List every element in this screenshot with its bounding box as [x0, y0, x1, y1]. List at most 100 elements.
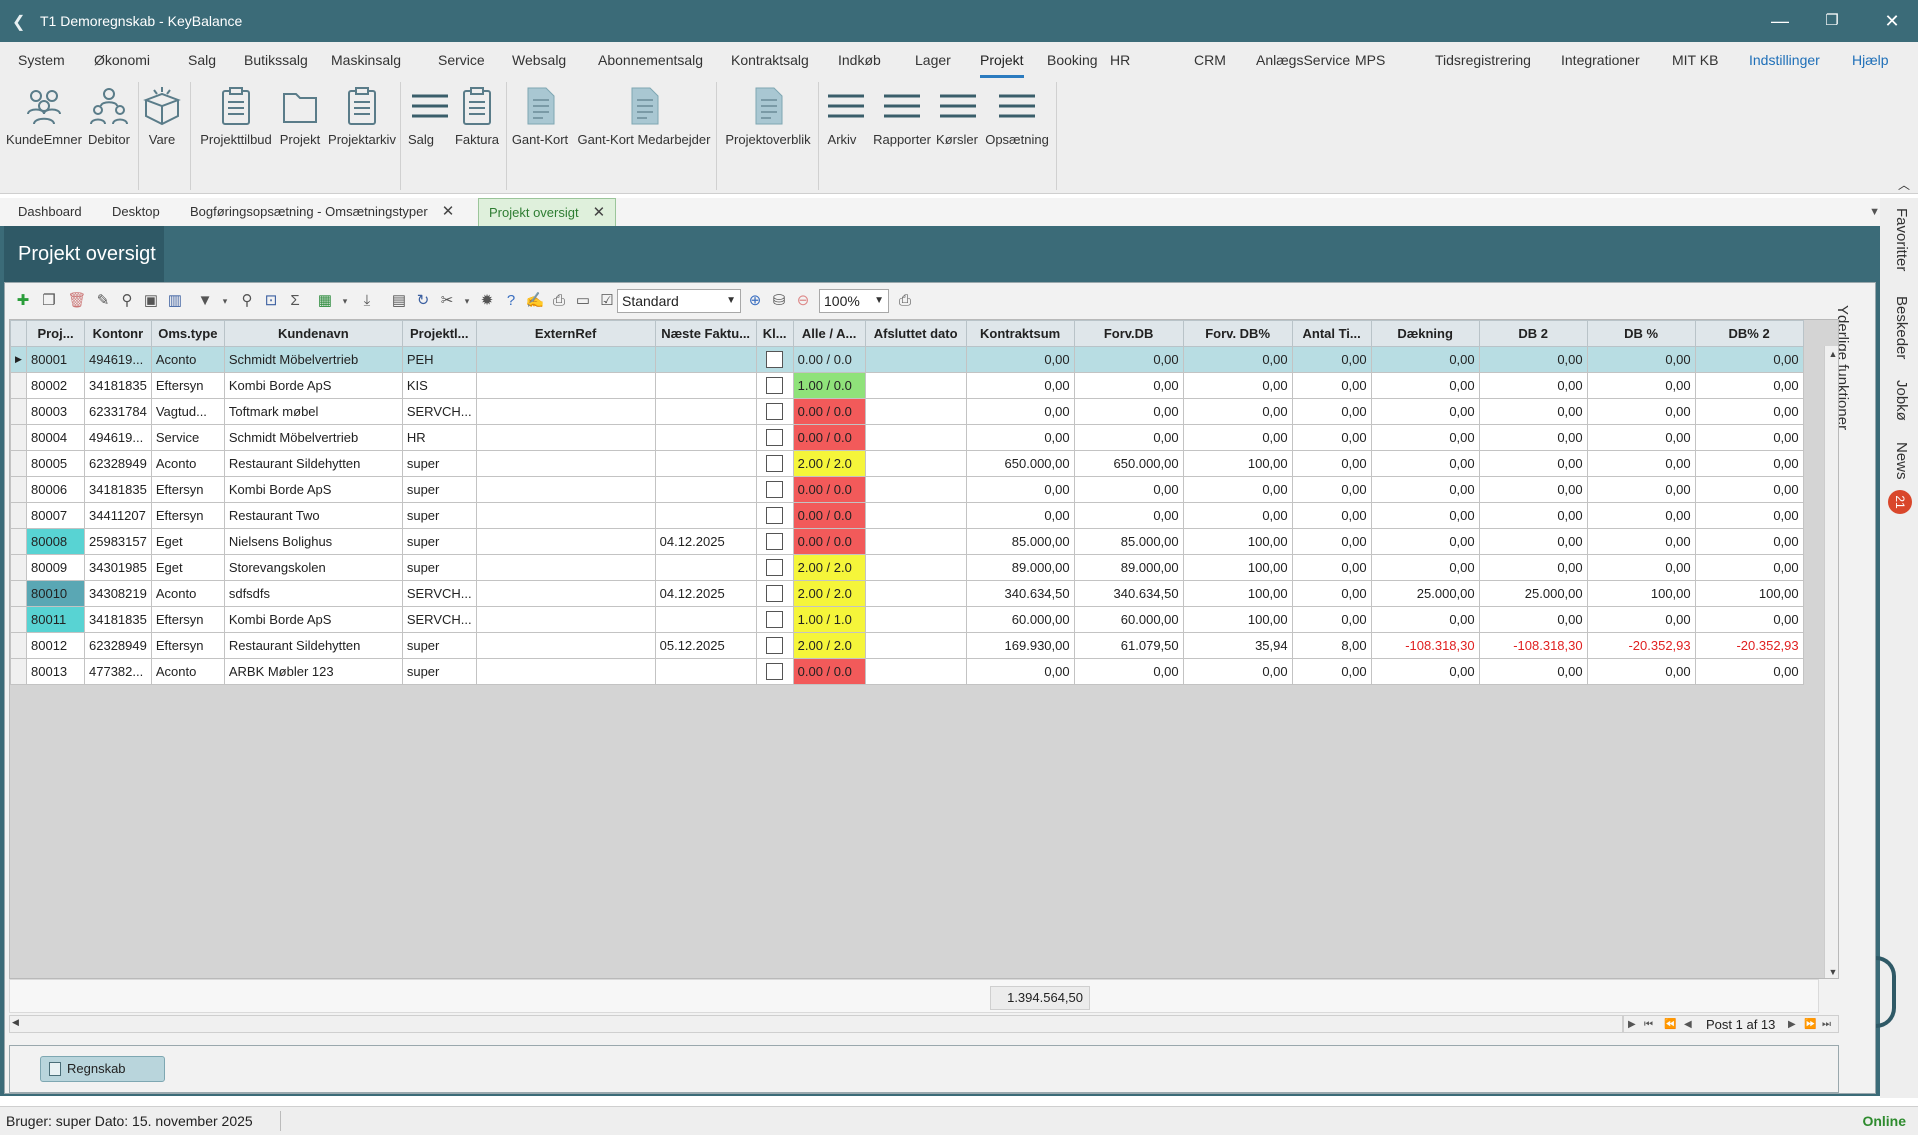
cell-afsl[interactable] — [864, 658, 967, 685]
cell-fdbp[interactable]: 100,00 — [1182, 606, 1293, 633]
cell-proj[interactable]: 80004 — [26, 424, 85, 451]
delete-icon[interactable]: 🗑 — [67, 292, 87, 309]
checkbox-cell[interactable] — [755, 606, 794, 633]
cell-proj[interactable]: 80001 — [26, 346, 85, 373]
cell-daek[interactable]: 0,00 — [1370, 606, 1480, 633]
column-header[interactable]: Kontraktsum — [965, 320, 1075, 347]
cell-alle[interactable]: 0.00 / 0.0 — [792, 476, 866, 503]
cell-ks[interactable]: 340.634,50 — [965, 580, 1075, 607]
print-preview-icon[interactable]: ⎙ — [552, 292, 565, 309]
cell-alle[interactable]: 0.00 / 0.0 — [792, 528, 866, 555]
cell-pl[interactable]: PEH — [401, 346, 477, 373]
cell-pl[interactable]: super — [401, 450, 477, 477]
table-row[interactable]: 80006 34181835 Eftersyn Kombi Borde ApS supe… — [10, 476, 1804, 503]
row-indicator[interactable] — [10, 476, 27, 503]
cell-ant[interactable]: 0,00 — [1291, 580, 1372, 607]
cell-oms[interactable]: Eftersyn — [150, 606, 225, 633]
cell-oms[interactable]: Eftersyn — [150, 502, 225, 529]
cell-ext[interactable] — [475, 606, 656, 633]
cell-next[interactable] — [654, 450, 757, 477]
prev-record-icon[interactable]: ◀ — [1684, 1019, 1692, 1030]
cell-kunde[interactable]: Restaurant Two — [223, 502, 403, 529]
cell-konto[interactable]: 477382... — [84, 658, 152, 685]
table-row[interactable]: 80005 62328949 Aconto Restaurant Sildehytte… — [10, 450, 1804, 477]
remove-layout-icon[interactable]: ⊖ — [796, 292, 810, 309]
checkbox-cell[interactable] — [755, 554, 794, 581]
cell-alle[interactable]: 2.00 / 2.0 — [792, 632, 866, 659]
cell-dbp2[interactable]: 0,00 — [1694, 398, 1804, 425]
cell-ks[interactable]: 89.000,00 — [965, 554, 1075, 581]
cell-dbp[interactable]: 0,00 — [1586, 476, 1696, 503]
import-icon[interactable]: ⤓ — [363, 292, 371, 309]
row-indicator[interactable] — [10, 580, 27, 607]
cell-konto[interactable]: 34181835 — [84, 476, 152, 503]
cell-oms[interactable]: Eftersyn — [150, 632, 225, 659]
checkbox-toggle-icon[interactable]: ☑ — [600, 292, 614, 309]
cell-kunde[interactable]: Schmidt Möbelvertrieb — [223, 424, 403, 451]
menu-anlægsservice[interactable]: AnlægsService — [1256, 52, 1351, 68]
ribbon-vare-button[interactable]: Vare — [140, 84, 184, 147]
cell-db2[interactable]: 0,00 — [1478, 554, 1588, 581]
cell-alle[interactable]: 2.00 / 2.0 — [792, 554, 866, 581]
menu-tidsregistrering[interactable]: Tidsregistrering — [1435, 52, 1531, 68]
cell-fdbp[interactable]: 0,00 — [1182, 424, 1293, 451]
cell-next[interactable] — [654, 554, 757, 581]
cell-fdb[interactable]: 0,00 — [1073, 346, 1184, 373]
ribbon-faktura-button[interactable]: Faktura — [454, 84, 500, 147]
cell-proj[interactable]: 80010 — [26, 580, 85, 607]
cell-proj[interactable]: 80009 — [26, 554, 85, 581]
row-checkbox[interactable] — [766, 559, 784, 577]
copy-record-icon[interactable]: ❐ — [42, 292, 56, 309]
cell-fdb[interactable]: 61.079,50 — [1073, 632, 1184, 659]
cell-pl[interactable]: SERVCH... — [401, 398, 477, 425]
menu-integrationer[interactable]: Integrationer — [1561, 52, 1640, 68]
column-header[interactable]: Kundenavn — [223, 320, 403, 347]
cell-ext[interactable] — [475, 398, 656, 425]
ribbon-salg-button[interactable]: Salg — [408, 84, 448, 147]
row-checkbox[interactable] — [766, 611, 784, 629]
cell-konto[interactable]: 34181835 — [84, 606, 152, 633]
cell-ext[interactable] — [475, 632, 656, 659]
cell-afsl[interactable] — [864, 554, 967, 581]
column-header[interactable]: Alle / A... — [792, 320, 866, 347]
sum-icon[interactable]: Σ — [290, 292, 300, 309]
cell-alle[interactable]: 2.00 / 2.0 — [792, 450, 866, 477]
cell-dbp[interactable]: 0,00 — [1586, 346, 1696, 373]
cell-dbp2[interactable]: 0,00 — [1694, 528, 1804, 555]
checkbox-cell[interactable] — [755, 476, 794, 503]
cell-fdb[interactable]: 0,00 — [1073, 502, 1184, 529]
menu-kontraktsalg[interactable]: Kontraktsalg — [731, 52, 809, 68]
print-icon[interactable]: ⎙ — [898, 292, 911, 309]
cell-pl[interactable]: super — [401, 502, 477, 529]
first-page-icon[interactable]: ⏮ — [1644, 1019, 1653, 1030]
cell-afsl[interactable] — [864, 632, 967, 659]
column-header[interactable]: Forv.DB — [1073, 320, 1184, 347]
cell-dbp2[interactable]: 0,00 — [1694, 502, 1804, 529]
menu-maskinsalg[interactable]: Maskinsalg — [331, 52, 402, 68]
cell-db2[interactable]: 0,00 — [1478, 346, 1588, 373]
cell-fdbp[interactable]: 35,94 — [1182, 632, 1293, 659]
tab-list-dropdown-icon[interactable]: ▼ — [1869, 206, 1880, 218]
cell-afsl[interactable] — [864, 606, 967, 633]
cell-kunde[interactable]: Toftmark møbel — [223, 398, 403, 425]
scroll-up-icon[interactable]: ▲ — [1828, 349, 1838, 359]
cell-ext[interactable] — [475, 372, 656, 399]
ribbon-rapporter-button[interactable]: Rapporter — [872, 84, 932, 147]
cell-konto[interactable]: 34411207 — [84, 502, 152, 529]
lock-icon[interactable]: ▣ — [143, 292, 159, 309]
cell-oms[interactable]: Aconto — [150, 580, 225, 607]
cell-kunde[interactable]: Kombi Borde ApS — [223, 372, 403, 399]
cell-db2[interactable]: 0,00 — [1478, 424, 1588, 451]
cell-next[interactable] — [654, 424, 757, 451]
row-checkbox[interactable] — [766, 429, 784, 447]
column-header[interactable]: Projektl... — [401, 320, 477, 347]
cell-konto[interactable]: 34181835 — [84, 372, 152, 399]
cell-dbp2[interactable]: 100,00 — [1694, 580, 1804, 607]
menu-mps[interactable]: MPS — [1355, 52, 1386, 68]
cell-pl[interactable]: super — [401, 658, 477, 685]
table-row[interactable]: 80013 477382... Aconto ARBK Møbler 123 super… — [10, 658, 1804, 685]
table-row[interactable]: 80010 34308219 Aconto sdfsdfs SERVCH... 04.12… — [10, 580, 1804, 607]
checkbox-cell[interactable] — [755, 346, 794, 373]
table-row[interactable]: 80009 34301985 Eget Storevangskolen super 2.0… — [10, 554, 1804, 581]
cell-oms[interactable]: Service — [150, 424, 225, 451]
